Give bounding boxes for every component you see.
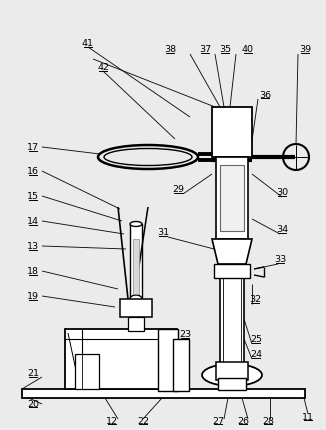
Text: 14: 14 bbox=[27, 217, 39, 226]
Polygon shape bbox=[212, 240, 252, 264]
Text: 15: 15 bbox=[27, 192, 39, 201]
Text: 13: 13 bbox=[27, 242, 39, 251]
Text: 42: 42 bbox=[97, 63, 109, 72]
Text: 39: 39 bbox=[299, 46, 311, 54]
Text: 27: 27 bbox=[212, 417, 224, 426]
Text: 36: 36 bbox=[259, 90, 271, 99]
Ellipse shape bbox=[104, 149, 192, 166]
Bar bbox=[158, 329, 178, 391]
Text: 35: 35 bbox=[219, 46, 231, 54]
Bar bbox=[128, 317, 144, 331]
Bar bbox=[130, 224, 142, 299]
Bar bbox=[216, 158, 248, 240]
Text: 31: 31 bbox=[157, 228, 169, 237]
Text: 21: 21 bbox=[27, 369, 39, 378]
Text: 24: 24 bbox=[250, 350, 262, 359]
Text: 41: 41 bbox=[82, 40, 94, 49]
Ellipse shape bbox=[98, 146, 198, 169]
Bar bbox=[133, 240, 139, 294]
Bar bbox=[212, 108, 252, 158]
Bar bbox=[220, 166, 244, 231]
Text: 16: 16 bbox=[27, 167, 39, 176]
Text: 23: 23 bbox=[179, 330, 191, 339]
Bar bbox=[120, 299, 152, 317]
Ellipse shape bbox=[202, 364, 262, 386]
Text: 33: 33 bbox=[274, 255, 286, 264]
Text: 17: 17 bbox=[27, 143, 39, 152]
Text: 38: 38 bbox=[164, 46, 176, 54]
Bar bbox=[220, 278, 244, 378]
Bar bbox=[216, 362, 248, 380]
Bar bbox=[75, 354, 99, 389]
Text: 40: 40 bbox=[242, 46, 254, 54]
Ellipse shape bbox=[130, 295, 142, 303]
Text: 32: 32 bbox=[249, 295, 261, 304]
Text: 19: 19 bbox=[27, 292, 39, 301]
Bar bbox=[214, 264, 250, 278]
Text: 11: 11 bbox=[302, 412, 314, 421]
Text: 20: 20 bbox=[27, 399, 39, 408]
Text: 12: 12 bbox=[106, 417, 118, 426]
Bar bbox=[65, 329, 177, 389]
Bar bbox=[218, 378, 246, 390]
Text: 22: 22 bbox=[137, 417, 149, 426]
Bar bbox=[22, 389, 305, 398]
Text: 18: 18 bbox=[27, 267, 39, 276]
Text: 26: 26 bbox=[237, 417, 249, 426]
Text: 34: 34 bbox=[276, 225, 288, 234]
Ellipse shape bbox=[130, 222, 142, 227]
Text: 30: 30 bbox=[276, 188, 288, 197]
Text: 28: 28 bbox=[262, 417, 274, 426]
Text: 25: 25 bbox=[250, 335, 262, 344]
Bar bbox=[173, 339, 189, 391]
Text: 37: 37 bbox=[199, 46, 211, 54]
Text: 29: 29 bbox=[172, 185, 184, 194]
